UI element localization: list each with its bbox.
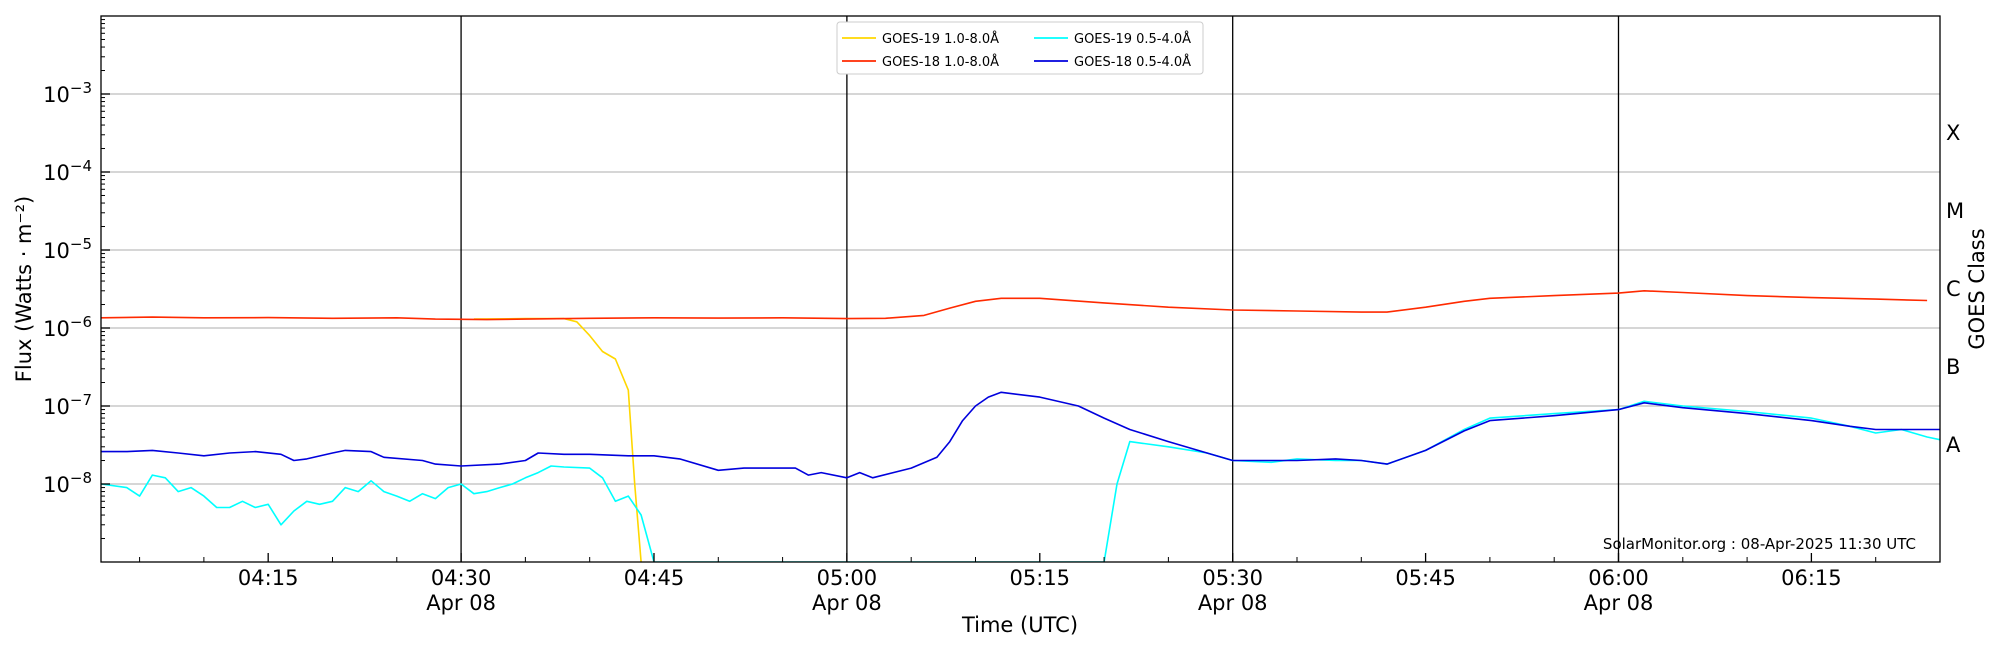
series-line-2 — [101, 289, 1928, 321]
legend-label: GOES-18 1.0-8.0Å — [882, 54, 999, 70]
legend-label: GOES-18 0.5-4.0Å — [1074, 54, 1191, 70]
y-tick-label: 10−6 — [43, 313, 92, 341]
watermark-text: SolarMonitor.org : 08-Apr-2025 11:30 UTC — [1603, 535, 1916, 553]
axis-ticks — [101, 19, 1941, 562]
x-tick-label: 06:00 — [1588, 566, 1649, 590]
goes-class-label: B — [1946, 355, 1960, 379]
y-tick-label: 10−8 — [43, 469, 92, 497]
plot-frame — [100, 15, 1941, 563]
x-tick-date-label: Apr 08 — [1584, 591, 1654, 615]
series-line-4 — [101, 391, 1940, 479]
legend: GOES-19 1.0-8.0Å GOES-18 1.0-8.0Å GOES-19 … — [836, 21, 1204, 75]
x-tick-label: 04:15 — [238, 566, 299, 590]
series-group — [101, 289, 1940, 562]
x-tick-label: 04:45 — [624, 566, 685, 590]
y-tick-labels: 10−8 10−7 10−6 10−5 10−4 10−3 — [43, 79, 92, 497]
x-tick-label: 05:15 — [1010, 566, 1071, 590]
y-tick-label: 10−7 — [43, 391, 92, 419]
x-tick-date-label: Apr 08 — [812, 591, 882, 615]
legend-label: GOES-19 1.0-8.0Å — [882, 31, 999, 47]
y-tick-label: 10−5 — [43, 235, 92, 263]
x-axis-title: Time (UTC) — [961, 613, 1078, 637]
grid-lines — [101, 16, 1940, 562]
y-axis-title: Flux (Watts · m⁻²) — [12, 196, 36, 382]
goes-class-axis-title: GOES Class — [1965, 228, 1989, 349]
goes-class-label: C — [1946, 277, 1961, 301]
goes-class-label: A — [1946, 433, 1961, 457]
x-tick-label: 04:30 — [431, 566, 492, 590]
x-tick-date-label: Apr 08 — [426, 591, 496, 615]
series-line-3 — [101, 400, 1940, 562]
x-tick-label: 05:00 — [817, 566, 878, 590]
legend-label: GOES-19 0.5-4.0Å — [1074, 31, 1191, 47]
goes-class-label: X — [1946, 121, 1960, 145]
x-tick-label: 05:45 — [1395, 566, 1456, 590]
legend-box — [836, 21, 1204, 75]
y-tick-label: 10−4 — [43, 157, 92, 185]
x-tick-label: 06:15 — [1781, 566, 1842, 590]
goes-class-label: M — [1946, 199, 1964, 223]
y-tick-label: 10−3 — [43, 79, 92, 107]
x-tick-label: 05:30 — [1202, 566, 1263, 590]
x-tick-date-label: Apr 08 — [1198, 591, 1268, 615]
goes-class-labels: A B C M X — [1946, 121, 1964, 457]
